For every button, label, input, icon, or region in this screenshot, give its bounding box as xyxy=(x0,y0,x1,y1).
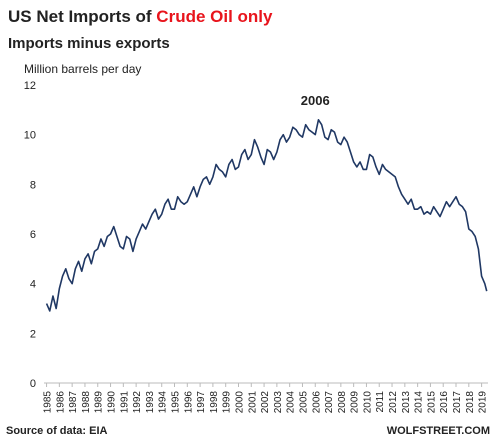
x-tick-label: 1993 xyxy=(145,391,156,414)
x-tick-label: 1995 xyxy=(171,391,182,414)
x-tick-label: 2009 xyxy=(350,391,361,414)
x-tick-label: 1986 xyxy=(55,391,66,414)
annotation: 2006 xyxy=(301,93,330,108)
credit: WOLFSTREET.COM xyxy=(387,425,490,437)
x-tick-label: 2004 xyxy=(286,391,297,414)
x-tick-label: 1987 xyxy=(68,391,79,414)
y-tick-label: 4 xyxy=(30,279,36,291)
x-tick-label: 1989 xyxy=(94,391,105,414)
source: Source of data: EIA xyxy=(6,425,108,437)
x-tick-label: 2003 xyxy=(273,391,284,414)
title-highlight: Crude Oil only xyxy=(156,7,273,26)
x-tick-label: 2018 xyxy=(465,391,476,414)
y-tick-label: 2 xyxy=(30,328,36,340)
x-tick-label: 2002 xyxy=(260,391,271,414)
y-tick-label: 8 xyxy=(30,179,36,191)
x-tick-label: 2011 xyxy=(375,391,386,413)
x-tick-label: 2000 xyxy=(234,391,245,414)
x-tick-label: 1999 xyxy=(222,391,233,414)
y-tick-label: 10 xyxy=(24,130,36,142)
x-tick-label: 1996 xyxy=(183,391,194,414)
x-tick-label: 1992 xyxy=(132,391,143,414)
y-tick-label: 12 xyxy=(24,80,36,92)
y-tick-label: 0 xyxy=(30,378,36,390)
x-tick-label: 2005 xyxy=(298,391,309,414)
x-tick-label: 2010 xyxy=(362,391,373,414)
x-tick-label: 1991 xyxy=(119,391,130,414)
title-text: US Net Imports of xyxy=(8,7,156,26)
subtitle: Imports minus exports xyxy=(8,35,170,52)
x-tick-label: 2014 xyxy=(414,391,425,414)
x-tick-label: 2006 xyxy=(311,391,322,414)
x-tick-label: 2013 xyxy=(401,391,412,414)
y-axis-label: Million barrels per day xyxy=(24,62,141,76)
x-tick-label: 2007 xyxy=(324,391,335,414)
x-tick-label: 2015 xyxy=(426,391,437,414)
data-line xyxy=(45,118,488,312)
x-tick-label: 2008 xyxy=(337,391,348,414)
x-tick-label: 1985 xyxy=(43,391,54,414)
x-tick-label: 2017 xyxy=(452,391,463,414)
chart-title: US Net Imports of Crude Oil only xyxy=(8,7,273,26)
x-tick-label: 1988 xyxy=(81,391,92,414)
y-tick-label: 6 xyxy=(30,229,36,241)
x-tick-label: 2012 xyxy=(388,391,399,414)
x-tick-label: 1997 xyxy=(196,391,207,414)
x-tick-label: 2001 xyxy=(247,391,258,414)
x-tick-label: 1994 xyxy=(158,391,169,414)
x-tick-label: 2016 xyxy=(439,391,450,414)
x-tick-label: 1998 xyxy=(209,391,220,414)
x-tick-label: 1990 xyxy=(107,391,118,414)
x-tick-label: 2019 xyxy=(478,391,489,414)
